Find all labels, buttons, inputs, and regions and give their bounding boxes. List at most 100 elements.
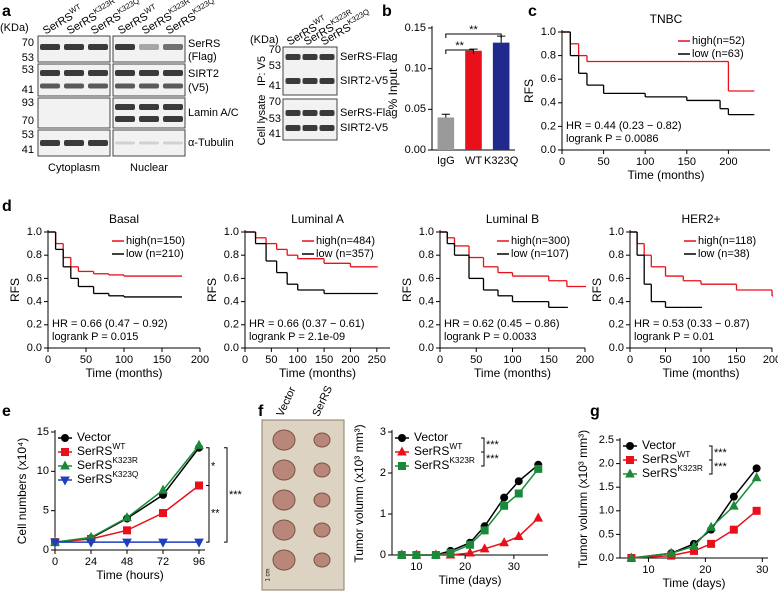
legend-marker (399, 435, 406, 442)
panel-label: c (528, 3, 537, 20)
mw-marker: 53 (22, 64, 34, 76)
x-tick-label: 150 (153, 354, 171, 366)
blot-group-label: Cell lysate (256, 95, 268, 146)
tumor (314, 463, 330, 477)
annotation: logrank P = 2.1e-09 (249, 331, 345, 343)
blot-band (320, 54, 335, 60)
text-base: Vector (414, 430, 448, 444)
data-point (501, 502, 508, 509)
mw-marker: 41 (22, 144, 34, 156)
y-tick-label: 0.10 (405, 63, 426, 75)
blot-band (139, 44, 159, 50)
data-point (413, 552, 420, 559)
panel-label: d (2, 198, 12, 215)
legend-marker (62, 449, 69, 456)
y-axis-label: Tumor volumn (x10³ mm³) (576, 430, 590, 568)
blot-band (320, 78, 335, 84)
panel-label: e (2, 403, 11, 420)
y-tick-label: 0.8 (224, 249, 239, 261)
blot-band (115, 142, 135, 145)
x-tick-label: 150 (678, 156, 696, 168)
mw-marker: 70 (269, 44, 281, 56)
legend-label: high(n=300) (511, 235, 570, 247)
y-tick-label: 1.0 (609, 226, 624, 238)
text-base: Vector (77, 430, 111, 444)
x-tick-label: 0 (627, 354, 633, 366)
blot-band (163, 104, 183, 110)
y-tick-label: 0.8 (27, 249, 42, 261)
blot-row-label: Lamin A/C (188, 107, 239, 119)
significance-label: ** (211, 508, 220, 520)
x-tick-label: 200 (341, 354, 359, 366)
text-sup: WT (112, 441, 125, 451)
significance-label: *** (486, 453, 500, 465)
blot-band (303, 54, 318, 60)
y-tick-label: 0.2 (224, 319, 239, 331)
x-tick-label: 100 (115, 354, 133, 366)
blot-row-label: SIRT2-V5 (340, 75, 388, 87)
y-tick-label: 0.8 (609, 249, 624, 261)
x-tick-label: 0 (437, 354, 443, 366)
x-tick-label: 150 (540, 354, 558, 366)
mw-marker: 41 (22, 84, 34, 96)
y-axis-label: Cell numbers (x10⁴) (15, 438, 29, 545)
blot-row-label: SIRT2-V5 (340, 122, 388, 134)
x-tick-label: 100 (503, 354, 521, 366)
blot-band (40, 84, 60, 89)
annotation: logrank P = 0.015 (52, 331, 138, 343)
blot-band (64, 84, 84, 89)
text-base: SerRS (77, 444, 112, 458)
legend-label: low (n=107) (511, 248, 569, 260)
mw-marker: 53 (22, 52, 34, 64)
tumor (314, 523, 330, 537)
tumor (273, 490, 295, 510)
blot-band (115, 84, 135, 89)
x-axis-label: Time (days) (439, 573, 502, 587)
blot-band (303, 78, 318, 84)
legend-label: high(n=52) (692, 35, 745, 47)
panel-label: g (590, 403, 600, 420)
y-tick-label: 0.2 (419, 319, 434, 331)
y-tick-label: 1.0 (27, 226, 42, 238)
annotation: HR = 0.44 (0.23 − 0.82) (566, 120, 682, 132)
text-base: Vector (642, 438, 676, 452)
blot-band (40, 70, 60, 76)
blot-row-label: SerRS-Flag (340, 51, 397, 63)
annotation: logrank P = 0.01 (634, 331, 714, 343)
blot-band (40, 140, 60, 146)
y-tick-label: 0.0 (27, 342, 42, 354)
mw-marker: 41 (269, 128, 281, 140)
blot-band (286, 125, 301, 131)
x-tick-label: 200 (191, 354, 209, 366)
data-point (196, 482, 203, 489)
mw-marker: 70 (22, 115, 34, 127)
blot-band (64, 140, 84, 146)
mw-marker: 93 (22, 97, 34, 109)
y-tick-label: 0.5 (599, 528, 614, 540)
y-tick-label: 1.0 (224, 226, 239, 238)
y-tick-label: 0 (380, 549, 386, 561)
data-point (753, 507, 760, 514)
blot-band (115, 44, 135, 50)
legend-marker (627, 457, 634, 464)
x-tick-label: 150 (727, 354, 745, 366)
blot-row-label: SerRS (188, 38, 220, 50)
x-tick-label: 50 (597, 156, 609, 168)
blot-row-label: (V5) (188, 82, 209, 94)
y-axis-label: RFS (205, 278, 219, 302)
blot-band (286, 78, 301, 84)
blot-band (163, 70, 183, 76)
data-point (515, 478, 522, 485)
y-tick-label: 0.0 (419, 342, 434, 354)
blot-band (320, 110, 335, 116)
fraction-label: Nuclear (130, 162, 168, 174)
x-axis-label: Time (months) (628, 168, 705, 182)
blot-band (139, 116, 159, 122)
y-tick-label: 0 (43, 544, 49, 556)
x-tick-label: 250 (368, 354, 386, 366)
blot-band (163, 142, 183, 145)
chart-title: TNBC (650, 12, 683, 26)
x-tick-label: 30 (756, 564, 768, 576)
blot-band (139, 142, 159, 145)
